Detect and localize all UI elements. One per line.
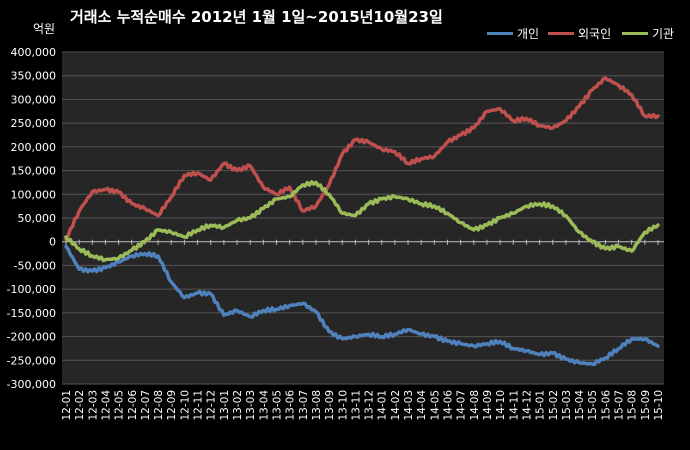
x-tick-label: 13-08 (311, 390, 323, 421)
y-tick-label: -250,000 (7, 354, 56, 367)
y-tick-label: 100,000 (11, 188, 57, 201)
y-axis-tick-labels: 400,000 350,000 300,000 250,000 200,000 150,0… (7, 46, 56, 391)
x-tick-label: 14-08 (469, 390, 481, 421)
x-tick-label: 13-03 (245, 390, 257, 421)
x-tick-label: 13-02 (232, 390, 244, 421)
x-tick-label: 14-05 (429, 390, 441, 421)
y-tick-label: 300,000 (11, 93, 57, 106)
legend-label: 외국인 (578, 27, 612, 41)
y-tick-label: 200,000 (11, 141, 57, 154)
x-tick-label: 14-06 (443, 390, 455, 421)
x-tick-label: 12-05 (114, 390, 126, 421)
y-tick-label: 350,000 (11, 70, 57, 83)
y-tick-label: -200,000 (7, 331, 56, 344)
x-axis-tick-labels: 12-01 12-02 12-03 12-04 12-05 12-06 12-07 12-08… (61, 390, 665, 421)
chart-title: 거래소 누적순매수 2012년 1월 1일~2015년10월23일 (70, 8, 443, 26)
y-unit-label: 억원 (33, 22, 56, 36)
x-tick-label: 12-09 (166, 390, 178, 421)
x-tick-label: 14-04 (416, 390, 428, 421)
x-tick-label: 14-12 (521, 390, 533, 421)
x-tick-label: 13-05 (271, 390, 283, 421)
y-tick-label: 150,000 (11, 165, 57, 178)
y-tick-label: -300,000 (7, 378, 56, 391)
x-tick-label: 12-12 (206, 390, 218, 421)
legend-swatch (487, 32, 513, 35)
legend-label: 개인 (517, 27, 540, 41)
x-tick-label: 12-10 (179, 390, 191, 421)
x-tick-label: 15-02 (548, 390, 560, 421)
x-tick-label: 15-05 (587, 390, 599, 421)
x-tick-label: 12-04 (100, 390, 112, 421)
x-tick-label: 12-01 (61, 390, 73, 421)
x-tick-label: 13-04 (258, 390, 270, 421)
x-tick-label: 15-04 (574, 390, 586, 421)
legend-swatch (548, 32, 574, 35)
x-tick-label: 15-08 (627, 390, 639, 421)
x-tick-label: 13-12 (364, 390, 376, 421)
y-tick-label: 400,000 (11, 46, 57, 59)
x-tick-label: 14-10 (495, 390, 507, 421)
x-tick-label: 14-11 (508, 390, 520, 421)
y-tick-label: -150,000 (7, 307, 56, 320)
x-tick-label: 14-02 (390, 390, 402, 421)
y-tick-label: 50,000 (18, 212, 57, 225)
x-tick-label: 13-11 (350, 390, 362, 421)
legend-item-individual: 개인 (487, 25, 539, 42)
x-tick-label: 15-03 (561, 390, 573, 421)
y-tick-label: -100,000 (7, 283, 56, 296)
x-tick-label: 12-06 (127, 390, 139, 421)
legend-item-foreign: 외국인 (548, 25, 611, 42)
x-tick-label: 13-01 (219, 390, 231, 421)
y-tick-label: -50,000 (14, 259, 56, 272)
x-tick-label: 15-06 (600, 390, 612, 421)
x-tick-label: 14-07 (456, 390, 468, 421)
legend-item-institution: 기관 (622, 25, 674, 42)
series-line-1 (64, 76, 660, 242)
series-line-0 (64, 244, 660, 367)
x-tick-label: 15-09 (640, 390, 652, 421)
series-lines (64, 76, 660, 367)
x-tick-label: 14-01 (377, 390, 389, 421)
x-tick-label: 14-03 (403, 390, 415, 421)
x-tick-label: 12-02 (74, 390, 86, 421)
x-tick-label: 13-07 (298, 390, 310, 421)
y-tick-label: 0 (49, 236, 56, 249)
series-line-2 (64, 180, 660, 263)
x-tick-label: 12-08 (153, 390, 165, 421)
x-tick-label: 15-10 (653, 390, 665, 421)
y-tick-label: 250,000 (11, 117, 57, 130)
x-tick-label: 15-07 (614, 390, 626, 421)
x-tick-label: 15-01 (535, 390, 547, 421)
x-tick-label: 12-03 (87, 390, 99, 421)
x-tick-label: 13-06 (285, 390, 297, 421)
x-tick-label: 14-09 (482, 390, 494, 421)
legend-swatch (622, 32, 648, 35)
x-tick-label: 13-10 (337, 390, 349, 421)
x-tick-label: 12-07 (140, 390, 152, 421)
x-tick-label: 13-09 (324, 390, 336, 421)
legend-label: 기관 (652, 27, 675, 41)
x-tick-label: 12-11 (193, 390, 205, 421)
